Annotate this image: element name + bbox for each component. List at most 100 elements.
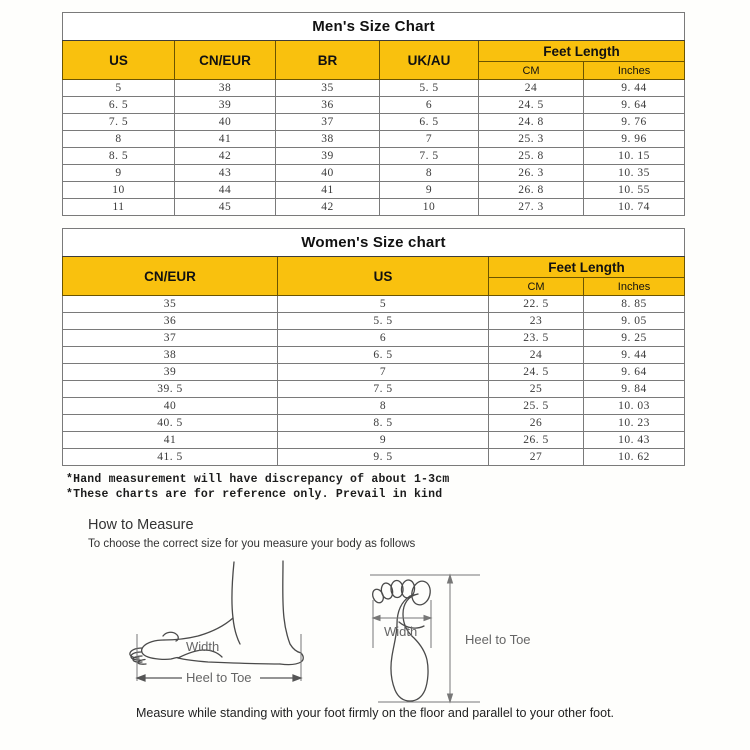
womens-size-cell: 24 — [488, 346, 584, 364]
mens-size-cell: 5 — [62, 79, 175, 97]
mens-size-cell: 10. 74 — [582, 198, 686, 216]
mens-size-row: 6. 5 39 36 6 24. 5 9. 64 — [62, 96, 686, 114]
mens-size-cell: 9 — [62, 164, 175, 182]
how-to-measure-subtitle: To choose the correct size for you measu… — [88, 538, 416, 550]
womens-size-cell: 10. 43 — [583, 431, 685, 449]
womens-size-cell: 7 — [277, 363, 489, 381]
mens-size-cell: 25. 8 — [478, 147, 584, 165]
mens-size-cell: 7. 5 — [379, 147, 479, 165]
mens-size-cell: 6 — [379, 96, 479, 114]
womens-size-table: Women's Size chart CN/EUR US Feet Length… — [62, 228, 685, 466]
womens-size-cell: 25 — [488, 380, 584, 398]
womens-size-row: 39. 5 7. 5 25 9. 84 — [62, 380, 685, 398]
mens-size-cell: 25. 3 — [478, 130, 584, 148]
mens-size-cell: 38 — [275, 130, 380, 148]
womens-size-cell: 41 — [62, 431, 278, 449]
mens-col-cneur: CN/EUR — [174, 40, 276, 80]
diagram-svg: Width Heel to Toe — [129, 560, 531, 704]
note-reference-only: *These charts are for reference only. Pr… — [66, 488, 443, 501]
womens-size-cell: 40. 5 — [62, 414, 278, 432]
mens-size-cell: 24. 5 — [478, 96, 584, 114]
womens-size-cell: 40 — [62, 397, 278, 415]
mens-size-cell: 24 — [478, 79, 584, 97]
womens-size-cell: 22. 5 — [488, 295, 584, 313]
mens-size-cell: 43 — [174, 164, 276, 182]
mens-size-table: Men's Size Chart US CN/EUR BR UK/AU Feet… — [61, 12, 686, 216]
how-to-measure-title: How to Measure — [88, 517, 194, 533]
mens-size-row: 5 38 35 5. 5 24 9. 44 — [62, 79, 686, 97]
womens-size-row: 37 6 23. 5 9. 25 — [62, 329, 685, 347]
mens-size-cell: 8. 5 — [62, 147, 175, 165]
mens-size-cell: 9. 96 — [582, 130, 686, 148]
mens-size-cell: 10 — [379, 198, 479, 216]
mens-subheader-row: CM Inches — [63, 61, 686, 80]
womens-header-row: CN/EUR US Feet Length — [62, 256, 685, 296]
womens-size-cell: 37 — [62, 329, 278, 347]
mens-title-row: Men's Size Chart — [61, 12, 686, 41]
mens-size-row: 11 45 42 10 27. 3 10. 74 — [62, 198, 686, 216]
mens-size-cell: 7 — [379, 130, 479, 148]
womens-size-cell: 41. 5 — [62, 448, 278, 466]
womens-subheader-row: CM Inches — [63, 277, 685, 296]
womens-size-row: 41 9 26. 5 10. 43 — [62, 431, 685, 449]
mens-col-ukau: UK/AU — [379, 40, 479, 80]
mens-size-row: 9 43 40 8 26. 3 10. 35 — [62, 164, 686, 182]
womens-size-row: 39 7 24. 5 9. 64 — [62, 363, 685, 381]
womens-size-cell: 23. 5 — [488, 329, 584, 347]
womens-size-cell: 35 — [62, 295, 278, 313]
womens-size-row: 41. 5 9. 5 27 10. 62 — [62, 448, 685, 466]
mens-size-cell: 10. 35 — [582, 164, 686, 182]
mens-size-row: 8. 5 42 39 7. 5 25. 8 10. 15 — [62, 147, 686, 165]
womens-size-cell: 10. 03 — [583, 397, 685, 415]
mens-size-cell: 9 — [379, 181, 479, 199]
mens-subcol-cm: CM — [478, 61, 584, 80]
womens-size-cell: 36 — [62, 312, 278, 330]
top-view-heel-to-toe-arrow — [370, 573, 480, 704]
mens-size-cell: 35 — [275, 79, 380, 97]
womens-chart-title: Women's Size chart — [62, 228, 685, 257]
womens-size-row: 40 8 25. 5 10. 03 — [62, 397, 685, 415]
womens-size-cell: 6 — [277, 329, 489, 347]
womens-group-feet-length: Feet Length — [488, 256, 685, 278]
mens-size-cell: 24. 8 — [478, 113, 584, 131]
mens-size-cell: 36 — [275, 96, 380, 114]
womens-size-cell: 7. 5 — [277, 380, 489, 398]
mens-size-cell: 42 — [174, 147, 276, 165]
womens-size-cell: 39. 5 — [62, 380, 278, 398]
mens-size-cell: 42 — [275, 198, 380, 216]
mens-size-cell: 40 — [174, 113, 276, 131]
womens-size-cell: 6. 5 — [277, 346, 489, 364]
toe-3 — [390, 579, 404, 599]
mens-size-cell: 41 — [174, 130, 276, 148]
mens-size-cell: 9. 64 — [582, 96, 686, 114]
womens-size-cell: 23 — [488, 312, 584, 330]
top-view-width-arrow — [371, 600, 433, 648]
womens-size-row: 40. 5 8. 5 26 10. 23 — [62, 414, 685, 432]
top-view-heel-to-toe-label: Heel to Toe — [465, 632, 531, 647]
how-to-measure-footer: Measure while standing with your foot fi… — [135, 706, 615, 720]
mens-size-cell: 45 — [174, 198, 276, 216]
womens-size-cell: 26 — [488, 414, 584, 432]
side-view-width-label: Width — [186, 639, 219, 654]
womens-size-cell: 10. 23 — [583, 414, 685, 432]
top-view-foot-icon — [372, 579, 431, 702]
mens-subcol-inches: Inches — [582, 61, 686, 80]
mens-size-cell: 11 — [62, 198, 175, 216]
mens-size-cell: 41 — [275, 181, 380, 199]
womens-size-cell: 39 — [62, 363, 278, 381]
mens-size-cell: 26. 3 — [478, 164, 584, 182]
note-hand-measurement: *Hand measurement will have discrepancy … — [66, 473, 450, 486]
mens-col-us: US — [62, 40, 175, 80]
womens-size-cell: 9. 5 — [277, 448, 489, 466]
mens-size-row: 7. 5 40 37 6. 5 24. 8 9. 76 — [62, 113, 686, 131]
side-view-heel-to-toe-arrow — [135, 674, 303, 682]
womens-size-cell: 9. 64 — [583, 363, 685, 381]
mens-size-cell: 27. 3 — [478, 198, 584, 216]
mens-size-cell: 44 — [174, 181, 276, 199]
mens-size-cell: 37 — [275, 113, 380, 131]
side-view-width-guides — [136, 634, 302, 681]
side-view-heel-to-toe-label: Heel to Toe — [186, 670, 252, 685]
womens-size-cell: 10. 62 — [583, 448, 685, 466]
mens-size-cell: 10. 15 — [582, 147, 686, 165]
toe-2 — [400, 579, 416, 599]
